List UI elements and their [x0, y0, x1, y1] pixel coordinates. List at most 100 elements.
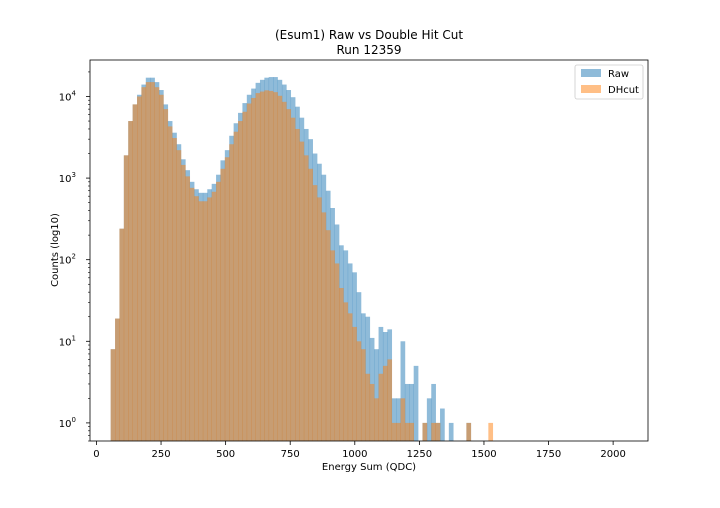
bar-dhcut: [317, 197, 322, 441]
bar-raw: [374, 349, 379, 441]
y-tick-label: 101: [59, 334, 76, 348]
bar-raw: [413, 365, 419, 441]
bar-dhcut: [435, 422, 441, 441]
bar-dhcut: [202, 201, 208, 441]
chart-subtitle: Run 12359: [337, 43, 402, 57]
bar-dhcut: [374, 398, 379, 441]
bar-dhcut: [259, 91, 265, 441]
bar-dhcut: [286, 109, 292, 441]
bar-dhcut: [391, 422, 397, 441]
bar-dhcut: [198, 201, 204, 441]
bar-dhcut: [290, 117, 296, 442]
bar-dhcut: [163, 109, 169, 441]
bar-dhcut: [404, 422, 410, 441]
bar-dhcut: [128, 121, 133, 442]
bar-dhcut: [334, 263, 340, 441]
bar-dhcut: [281, 101, 287, 441]
bar-dhcut: [207, 197, 212, 441]
legend-label-dhcut: DHcut: [608, 85, 639, 96]
bar-dhcut: [211, 191, 217, 441]
x-tick-label: 750: [281, 449, 300, 460]
x-tick-label: 1500: [471, 449, 496, 460]
bar-dhcut: [396, 422, 401, 441]
chart-title: (Esum1) Raw vs Double Hit Cut: [275, 28, 463, 42]
bar-raw: [448, 422, 454, 441]
y-tick-exponent: 2: [72, 253, 76, 261]
bar-dhcut: [242, 111, 248, 441]
bar-dhcut: [303, 155, 309, 441]
bar-dhcut: [431, 422, 436, 441]
bar-dhcut: [273, 92, 278, 441]
bar-dhcut: [325, 230, 331, 441]
bar-dhcut: [180, 164, 186, 442]
bar-dhcut: [299, 141, 305, 441]
bar-dhcut: [387, 359, 393, 441]
bar-dhcut: [409, 422, 414, 441]
bar-dhcut: [268, 90, 274, 442]
bar-dhcut: [400, 398, 406, 441]
bar-raw: [400, 341, 406, 441]
bar-raw: [409, 383, 414, 441]
bar-dhcut: [224, 157, 230, 441]
bar-dhcut: [132, 104, 138, 442]
bar-dhcut: [119, 228, 125, 441]
bar-dhcut: [343, 302, 349, 441]
bar-dhcut: [115, 318, 120, 441]
bar-raw: [391, 398, 397, 441]
bar-dhcut: [466, 422, 472, 441]
bar-dhcut: [255, 93, 261, 442]
x-axis-label: Energy Sum (QDC): [322, 462, 416, 473]
x-tick-label: 500: [216, 449, 235, 460]
bar-dhcut: [339, 287, 344, 441]
bar-dhcut: [352, 326, 357, 441]
series-dhcut-bars: [110, 82, 494, 442]
y-tick-label: 104: [59, 89, 77, 103]
x-tick-label: 1750: [536, 449, 561, 460]
bar-raw: [396, 398, 401, 441]
bar-dhcut: [330, 250, 335, 441]
bar-dhcut: [123, 155, 129, 441]
y-tick-label: 103: [59, 171, 76, 185]
bar-dhcut: [189, 187, 195, 441]
x-tick-label: 1250: [407, 449, 432, 460]
x-tick-label: 1000: [342, 449, 367, 460]
bar-dhcut: [488, 422, 494, 441]
bar-raw: [431, 383, 436, 441]
bar-dhcut: [382, 365, 388, 441]
y-tick-label: 102: [59, 253, 76, 267]
legend: Raw DHcut: [574, 64, 644, 100]
x-axis: 0 250 500 750 1000 1250 1500 1750 2000: [93, 441, 626, 460]
bar-dhcut: [312, 185, 318, 441]
bar-dhcut: [154, 87, 160, 441]
bar-dhcut: [229, 144, 234, 442]
plot-frame: [89, 59, 649, 442]
bar-dhcut: [150, 82, 155, 442]
bar-dhcut: [158, 94, 164, 441]
bar-dhcut: [141, 87, 147, 441]
bar-raw: [440, 408, 445, 441]
x-tick-label: 2000: [600, 449, 625, 460]
bar-dhcut: [246, 103, 252, 442]
bar-dhcut: [295, 128, 300, 441]
bar-dhcut: [251, 97, 256, 441]
bar-raw: [426, 398, 432, 441]
x-tick-label: 250: [151, 449, 170, 460]
y-tick-exponent: 1: [72, 334, 76, 342]
bar-dhcut: [220, 168, 226, 442]
legend-swatch-raw: [581, 69, 601, 77]
bar-dhcut: [172, 137, 177, 442]
bar-dhcut: [194, 196, 199, 441]
bar-dhcut: [238, 121, 243, 442]
legend-label-raw: Raw: [608, 69, 629, 80]
legend-swatch-dhcut: [581, 85, 601, 93]
bar-dhcut: [308, 168, 313, 442]
bar-dhcut: [233, 131, 239, 441]
bar-dhcut: [378, 373, 384, 441]
bar-dhcut: [167, 126, 173, 442]
bar-dhcut: [422, 422, 428, 441]
x-tick-label: 0: [93, 449, 99, 460]
bar-dhcut: [277, 95, 283, 441]
